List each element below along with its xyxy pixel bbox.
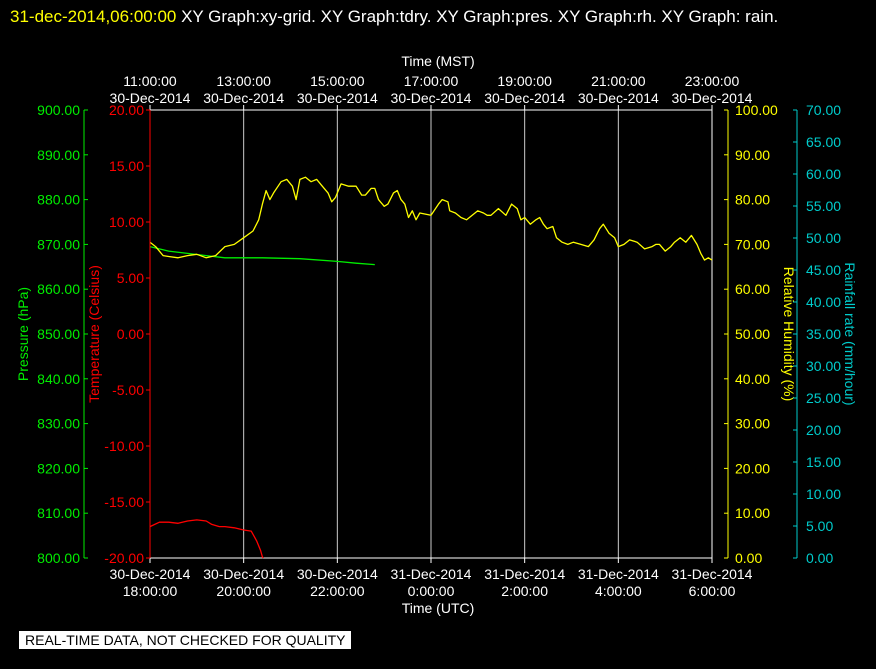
rainfall-axis-tick-label: 65.00 bbox=[806, 134, 841, 150]
rainfall-axis-tick-label: 15.00 bbox=[806, 454, 841, 470]
pressure-axis-tick-label: 840.00 bbox=[37, 371, 80, 387]
top-axis-tick-time: 21:00:00 bbox=[591, 73, 646, 89]
bottom-axis-tick-time: 22:00:00 bbox=[310, 583, 365, 599]
humidity-axis-tick-label: 20.00 bbox=[735, 460, 770, 476]
pressure-axis-tick-label: 850.00 bbox=[37, 326, 80, 342]
temperature-axis-tick-label: 20.00 bbox=[109, 102, 144, 118]
bottom-axis-tick-time: 20:00:00 bbox=[216, 583, 271, 599]
top-axis-tick-date: 30-Dec-2014 bbox=[203, 90, 284, 106]
graph-title: 31-dec-2014,06:00:00 XY Graph:xy-grid. X… bbox=[10, 2, 860, 31]
axes: 11:00:0030-Dec-201413:00:0030-Dec-201415… bbox=[15, 53, 858, 616]
temperature-axis-label: Temperature (Celsius) bbox=[86, 265, 102, 403]
rainfall-axis-tick-label: 40.00 bbox=[806, 294, 841, 310]
bottom-axis-tick-time: 18:00:00 bbox=[123, 583, 178, 599]
top-axis-label: Time (MST) bbox=[401, 53, 474, 69]
top-axis-tick-date: 30-Dec-2014 bbox=[578, 90, 659, 106]
pressure-axis-tick-label: 890.00 bbox=[37, 147, 80, 163]
humidity-axis-tick-label: 30.00 bbox=[735, 416, 770, 432]
pressure-axis-tick-label: 880.00 bbox=[37, 192, 80, 208]
rainfall-axis-tick-label: 50.00 bbox=[806, 230, 841, 246]
data-series bbox=[149, 176, 713, 559]
humidity-axis-tick-label: 0.00 bbox=[735, 550, 762, 566]
humidity-axis-tick-label: 70.00 bbox=[735, 236, 770, 252]
humidity-axis-tick-label: 60.00 bbox=[735, 281, 770, 297]
humidity-axis-tick-label: 90.00 bbox=[735, 147, 770, 163]
temperature-axis-tick-label: -15.00 bbox=[104, 494, 144, 510]
rainfall-axis-tick-label: 70.00 bbox=[806, 102, 841, 118]
top-axis-tick-time: 13:00:00 bbox=[216, 73, 271, 89]
bottom-axis-label: Time (UTC) bbox=[402, 600, 475, 616]
humidity-axis-tick-label: 100.00 bbox=[735, 102, 778, 118]
temperature-axis-tick-label: 10.00 bbox=[109, 214, 144, 230]
bottom-axis-tick-date: 31-Dec-2014 bbox=[391, 566, 472, 582]
bottom-axis-tick-time: 6:00:00 bbox=[689, 583, 736, 599]
bottom-axis-tick-date: 30-Dec-2014 bbox=[110, 566, 191, 582]
rainfall-axis-tick-label: 60.00 bbox=[806, 166, 841, 182]
rainfall-axis-tick-label: 35.00 bbox=[806, 326, 841, 342]
rainfall-axis-tick-label: 45.00 bbox=[806, 262, 841, 278]
humidity-axis-tick-label: 80.00 bbox=[735, 192, 770, 208]
top-axis-tick-time: 23:00:00 bbox=[685, 73, 740, 89]
pressure-axis-tick-label: 800.00 bbox=[37, 550, 80, 566]
humidity-axis-tick-label: 50.00 bbox=[735, 326, 770, 342]
rainfall-axis-tick-label: 30.00 bbox=[806, 358, 841, 374]
pressure-axis-tick-label: 810.00 bbox=[37, 505, 80, 521]
humidity-line bbox=[149, 176, 713, 261]
bottom-axis-tick-date: 31-Dec-2014 bbox=[484, 566, 565, 582]
temperature-axis-tick-label: -20.00 bbox=[104, 550, 144, 566]
top-axis-tick-date: 30-Dec-2014 bbox=[672, 90, 753, 106]
bottom-axis-tick-date: 30-Dec-2014 bbox=[297, 566, 378, 582]
top-axis-tick-date: 30-Dec-2014 bbox=[297, 90, 378, 106]
pressure-axis-tick-label: 900.00 bbox=[37, 102, 80, 118]
grid-lines bbox=[243, 110, 619, 558]
temperature-axis-tick-label: 0.00 bbox=[117, 326, 144, 342]
quality-notice: REAL-TIME DATA, NOT CHECKED FOR QUALITY bbox=[19, 631, 352, 649]
rainfall-axis-tick-label: 10.00 bbox=[806, 486, 841, 502]
bottom-axis-tick-time: 4:00:00 bbox=[595, 583, 642, 599]
temperature-axis-tick-label: 5.00 bbox=[117, 270, 144, 286]
pressure-axis-tick-label: 820.00 bbox=[37, 460, 80, 476]
top-axis-tick-time: 15:00:00 bbox=[310, 73, 365, 89]
bottom-axis-tick-date: 31-Dec-2014 bbox=[672, 566, 753, 582]
temperature-axis-tick-label: 15.00 bbox=[109, 158, 144, 174]
pressure-line bbox=[149, 245, 375, 266]
bottom-axis-tick-time: 0:00:00 bbox=[408, 583, 455, 599]
rainfall-axis-tick-label: 25.00 bbox=[806, 390, 841, 406]
temperature-line bbox=[149, 519, 264, 559]
top-axis-tick-time: 17:00:00 bbox=[404, 73, 459, 89]
bottom-axis-tick-date: 31-Dec-2014 bbox=[578, 566, 659, 582]
humidity-axis-tick-label: 40.00 bbox=[735, 371, 770, 387]
top-axis-tick-date: 30-Dec-2014 bbox=[110, 90, 191, 106]
rainfall-axis-tick-label: 20.00 bbox=[806, 422, 841, 438]
rainfall-axis-tick-label: 0.00 bbox=[806, 550, 833, 566]
temperature-axis-tick-label: -5.00 bbox=[112, 382, 144, 398]
rainfall-axis-label: Rainfall rate (mm/hour) bbox=[842, 262, 858, 405]
graph-datetime: 31-dec-2014,06:00:00 bbox=[10, 7, 177, 26]
top-axis-tick-date: 30-Dec-2014 bbox=[484, 90, 565, 106]
pressure-axis-tick-label: 830.00 bbox=[37, 416, 80, 432]
humidity-axis-label: Relative Humidity (%) bbox=[781, 267, 797, 402]
pressure-axis-tick-label: 860.00 bbox=[37, 281, 80, 297]
rainfall-axis-tick-label: 55.00 bbox=[806, 198, 841, 214]
rainfall-axis-tick-label: 5.00 bbox=[806, 518, 833, 534]
pressure-axis-label: Pressure (hPa) bbox=[15, 287, 31, 381]
top-axis-tick-date: 30-Dec-2014 bbox=[391, 90, 472, 106]
pressure-axis-tick-label: 870.00 bbox=[37, 236, 80, 252]
bottom-axis-tick-time: 2:00:00 bbox=[501, 583, 548, 599]
temperature-axis-tick-label: -10.00 bbox=[104, 438, 144, 454]
bottom-axis-tick-date: 30-Dec-2014 bbox=[203, 566, 284, 582]
top-axis-tick-time: 11:00:00 bbox=[123, 73, 177, 89]
top-axis-tick-time: 19:00:00 bbox=[497, 73, 552, 89]
humidity-axis-tick-label: 10.00 bbox=[735, 505, 770, 521]
graph-series-list: XY Graph:xy-grid. XY Graph:tdry. XY Grap… bbox=[176, 7, 779, 26]
